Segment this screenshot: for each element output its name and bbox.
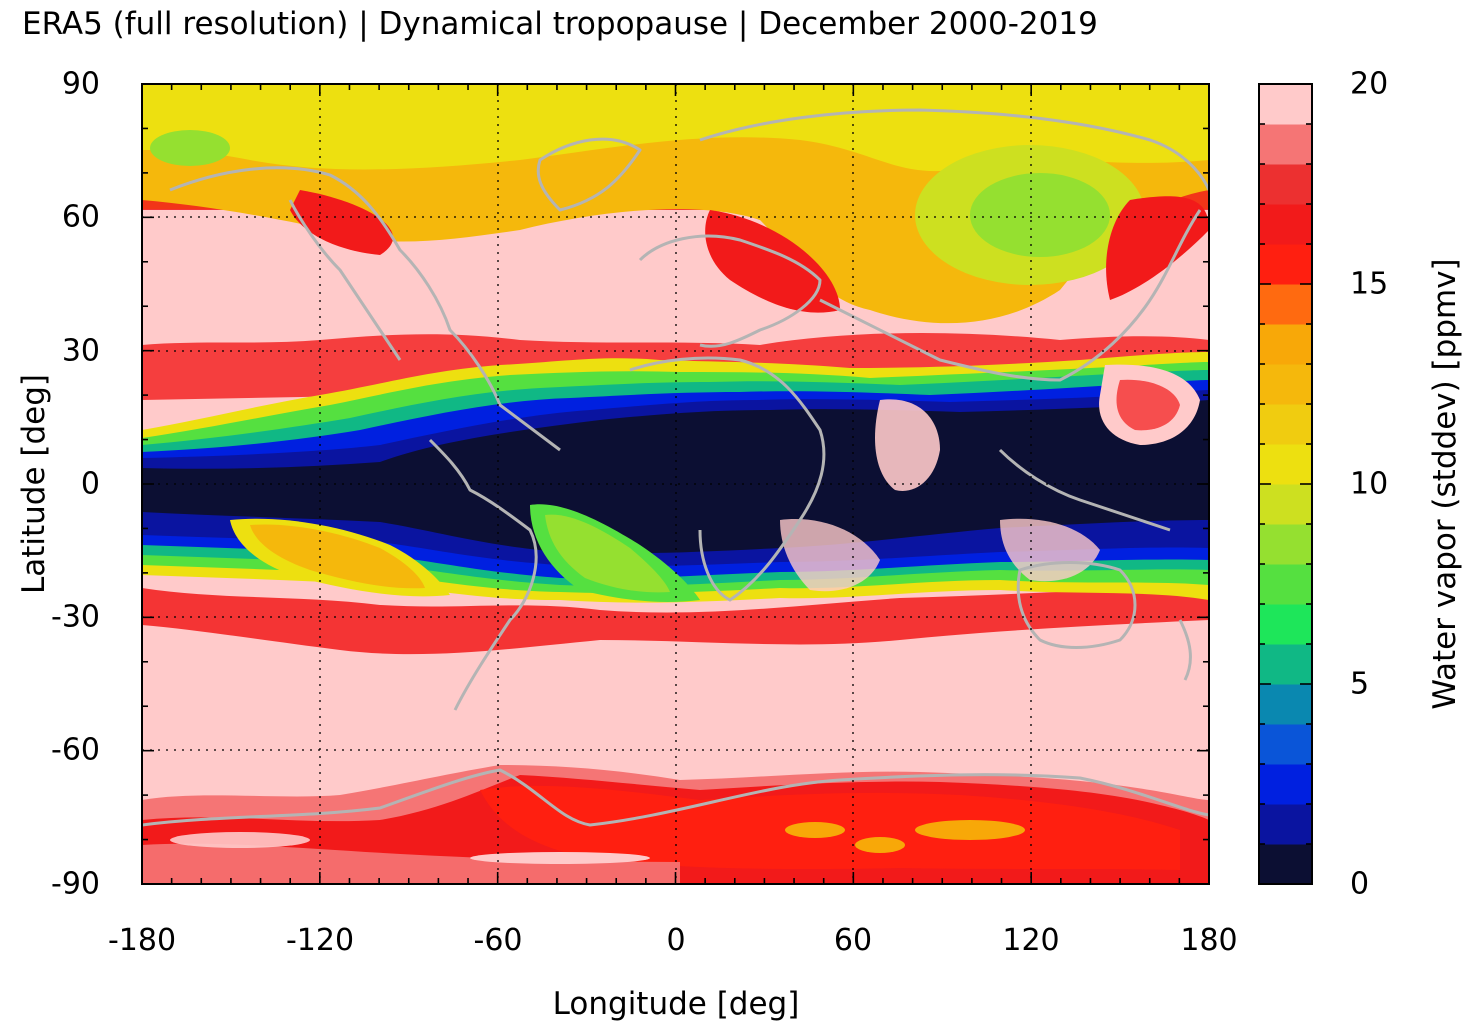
x-tick-label: -180 (108, 923, 176, 958)
y-tick-label: -90 (51, 867, 100, 902)
colorbar-swatch (1259, 724, 1312, 765)
colorbar-swatch (1259, 604, 1312, 645)
colorbar-swatch (1259, 764, 1312, 805)
y-tick-label: -60 (51, 733, 100, 768)
coastlines (142, 108, 1209, 827)
colorbar-swatch (1259, 324, 1312, 365)
x-tick-label: 180 (1180, 923, 1237, 958)
colorbar-swatch (1259, 164, 1312, 205)
x-tick-label: -120 (286, 923, 354, 958)
water-vapor-map (142, 84, 1209, 884)
y-tick-label: 90 (62, 67, 100, 102)
colorbar-tick-label: 0 (1350, 867, 1369, 902)
figure-title: ERA5 (full resolution) | Dynamical tropo… (22, 6, 1098, 42)
arctic-field (142, 84, 1209, 324)
colorbar-swatch (1259, 804, 1312, 845)
colorbar-swatch (1259, 404, 1312, 445)
colorbar-tick-label: 20 (1350, 67, 1388, 102)
colorbar-swatch (1259, 244, 1312, 285)
y-tick-labels: 90 60 30 0 -30 -60 -90 (51, 67, 100, 902)
x-tick-label: 0 (666, 923, 685, 958)
map-ticks (141, 83, 1210, 885)
colorbar-swatch (1259, 684, 1312, 725)
colorbar-swatch (1259, 564, 1312, 605)
colorbar-swatch (1259, 84, 1312, 125)
colorbar-tick-label: 5 (1350, 667, 1369, 702)
x-tick-labels: -180 -120 -60 0 60 120 180 (108, 923, 1238, 958)
colorbar-label: Water vapor (stddev) [ppmv] (1427, 258, 1463, 709)
colorbar-swatch (1259, 644, 1312, 685)
y-tick-label: 30 (62, 334, 100, 369)
y-tick-label: -30 (51, 600, 100, 635)
x-tick-label: 120 (1002, 923, 1059, 958)
colorbar-swatch (1259, 524, 1312, 565)
colorbar-frame (1258, 83, 1313, 885)
x-tick-label: -60 (474, 923, 523, 958)
colorbar (1259, 83, 1312, 885)
colorbar-swatch (1259, 364, 1312, 405)
colorbar-swatch (1259, 484, 1312, 525)
y-tick-label: 60 (62, 200, 100, 235)
colorbar-tick-label: 15 (1350, 267, 1388, 302)
y-tick-label: 0 (81, 467, 100, 502)
x-tick-label: 60 (834, 923, 872, 958)
colorbar-swatch (1259, 124, 1312, 165)
y-axis-label: Latitude [deg] (16, 374, 52, 594)
colorbar-swatch (1259, 204, 1312, 245)
colorbar-tick-label: 10 (1350, 467, 1388, 502)
grid-lines (142, 84, 1209, 884)
colorbar-swatch (1259, 284, 1312, 325)
colorbar-swatch (1259, 444, 1312, 485)
colorbar-tick-labels: 20 15 10 5 0 (1350, 67, 1388, 902)
x-axis-label: Longitude [deg] (553, 986, 800, 1022)
colorbar-swatch (1259, 844, 1312, 885)
